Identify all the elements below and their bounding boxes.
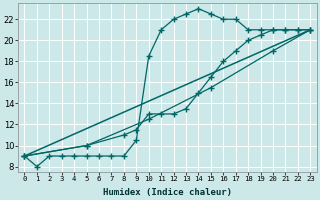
X-axis label: Humidex (Indice chaleur): Humidex (Indice chaleur) xyxy=(103,188,232,197)
